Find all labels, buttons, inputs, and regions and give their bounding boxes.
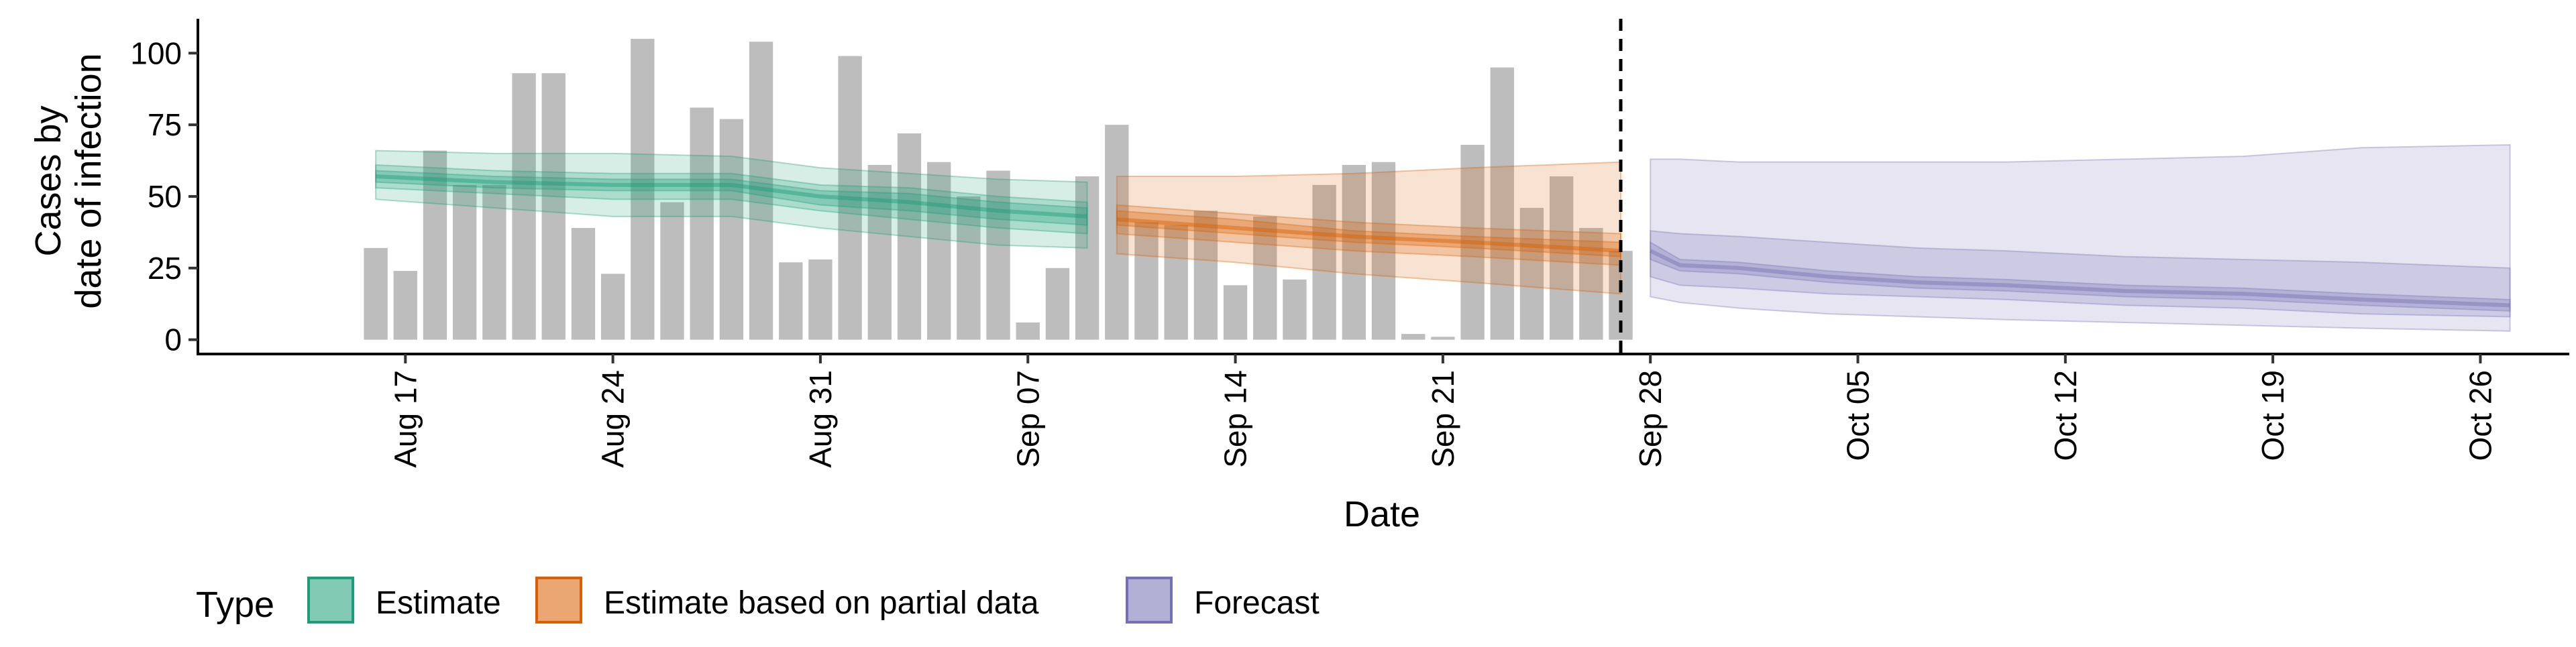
case-bar xyxy=(1046,268,1069,340)
case-bar xyxy=(1224,285,1247,339)
case-bar xyxy=(394,271,417,340)
case-bar xyxy=(1016,322,1040,340)
x-tick-label: Oct 05 xyxy=(1841,370,1876,461)
case-bar xyxy=(1401,334,1425,340)
y-tick-label: 100 xyxy=(130,36,182,70)
legend-key xyxy=(309,578,353,622)
case-bar xyxy=(453,185,476,340)
y-axis-title-line-2: date of infection xyxy=(68,53,109,308)
case-bar xyxy=(1431,337,1454,339)
y-axis-ticks: 0 25 50 75 100 xyxy=(130,36,198,357)
case-bar xyxy=(808,259,832,340)
case-bar xyxy=(690,107,714,339)
y-tick-label: 50 xyxy=(148,179,182,214)
y-tick-label: 25 xyxy=(148,251,182,286)
x-axis-ticks: Aug 17 Aug 24 Aug 31 Sep 07 Sep 14 Sep 21 Sep … xyxy=(388,354,2498,468)
legend-key xyxy=(537,578,581,622)
legend-title: Type xyxy=(196,585,274,625)
legend-key xyxy=(1127,578,1171,622)
x-tick-label: Sep 07 xyxy=(1010,370,1045,468)
legend-label: Forecast xyxy=(1194,585,1320,621)
legend-label: Estimate xyxy=(376,585,501,621)
y-axis-title-line-1: Cases by xyxy=(28,105,68,256)
x-tick-label: Sep 21 xyxy=(1426,370,1460,468)
case-bar xyxy=(720,119,743,340)
case-bar xyxy=(1283,280,1306,340)
x-tick-label: Oct 12 xyxy=(2048,370,2083,461)
case-bar xyxy=(601,274,625,339)
x-tick-label: Oct 26 xyxy=(2463,370,2498,461)
x-tick-label: Oct 19 xyxy=(2255,370,2290,461)
case-bar xyxy=(779,262,802,339)
y-tick-label: 75 xyxy=(148,107,182,142)
x-tick-label: Sep 14 xyxy=(1218,370,1253,468)
x-tick-label: Aug 24 xyxy=(596,370,631,468)
y-tick-label: 0 xyxy=(164,322,182,357)
case-bar xyxy=(364,248,387,340)
legend: Type Estimate Estimate based on partial d… xyxy=(196,578,1320,625)
x-tick-label: Aug 31 xyxy=(803,370,838,468)
x-tick-label: Aug 17 xyxy=(388,370,423,468)
x-tick-label: Sep 28 xyxy=(1633,370,1668,468)
case-bar xyxy=(660,202,684,340)
x-axis-title: Date xyxy=(1344,494,1420,534)
legend-label: Estimate based on partial data xyxy=(604,585,1039,621)
case-bar xyxy=(572,228,595,340)
